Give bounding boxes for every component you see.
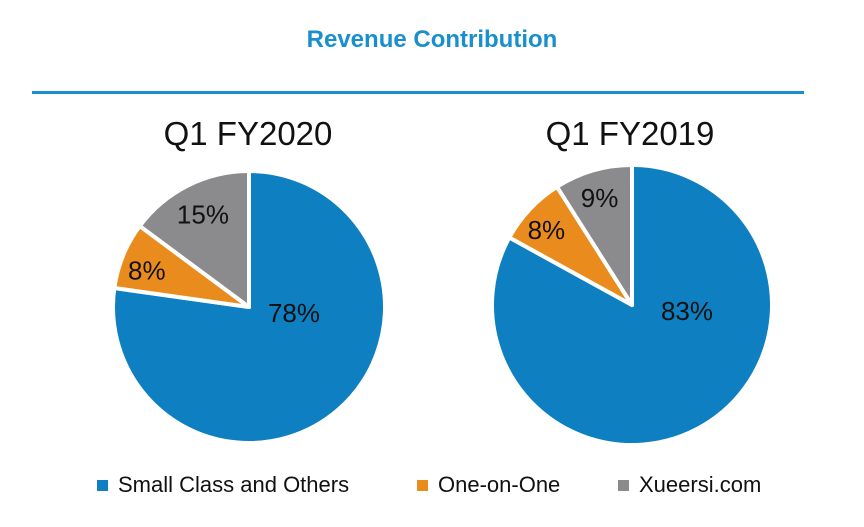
pie-data-label-xueersi-1: 9% [581,183,619,213]
legend-label-small-class: Small Class and Others [118,472,350,497]
chart-title: Revenue Contribution [306,26,558,53]
pie-chart-q1-fy2020: 78% 8% 15% [111,169,387,445]
legend-swatch-small-class [97,479,108,491]
legend-label-xueersi: Xueersi.com [639,472,762,497]
pie-data-label-small-class-0: 78% [268,298,320,328]
legend-item-small-class: Small Class and Others [97,472,349,498]
legend-swatch-one-on-one [417,479,428,491]
title-divider [32,91,804,94]
legend-swatch-xueersi [618,479,629,491]
pie-title-q1-fy2019: Q1 FY2019 [545,115,715,152]
pie-title-q1-fy2020: Q1 FY2020 [163,115,333,152]
pie-chart-q1-fy2019: 83% 8% 9% [490,163,774,447]
pie-data-label-small-class-1: 83% [661,296,713,326]
pie-data-label-xueersi-0: 15% [177,199,229,229]
legend-item-one-on-one: One-on-One [417,472,560,498]
pie-data-label-one-on-one-1: 8% [528,215,566,245]
legend-item-xueersi: Xueersi.com [618,472,761,498]
pie-slice-xueersi-1 [554,163,634,307]
legend: Small Class and Others One-on-One Xueers… [0,472,864,502]
pie-data-label-one-on-one-0: 8% [128,256,166,286]
legend-label-one-on-one: One-on-One [438,472,561,497]
pie-slice-xueersi-0 [137,169,251,309]
